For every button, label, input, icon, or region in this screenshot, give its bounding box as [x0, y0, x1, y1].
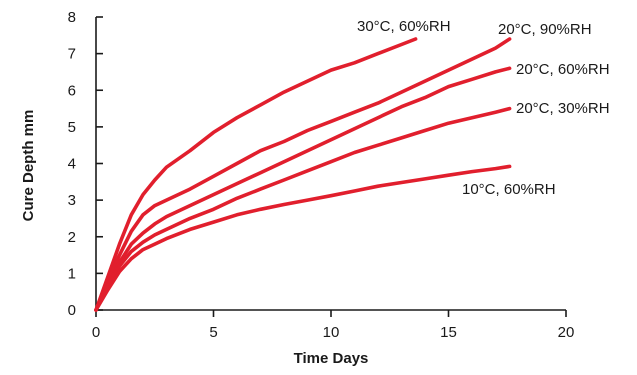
x-axis-ticks: 0 5 10 15 20 [92, 310, 575, 341]
x-tick-label: 10 [323, 324, 340, 341]
series-label: 30°C, 60%RH [357, 18, 451, 35]
x-tick-label: 0 [92, 324, 100, 341]
x-axis-title: Time Days [294, 350, 369, 367]
y-tick-label: 5 [68, 119, 76, 136]
y-tick-label: 7 [68, 46, 76, 63]
series-line [94, 37, 512, 312]
y-tick-label: 4 [68, 156, 76, 173]
y-tick-label: 1 [68, 265, 76, 282]
x-tick-label: 20 [558, 324, 575, 341]
series-line [94, 66, 512, 312]
y-axis-ticks: 0 1 2 3 4 5 6 7 8 [68, 9, 103, 319]
series-label: 20°C, 60%RH [516, 61, 610, 78]
series-line [94, 37, 418, 312]
y-tick-label: 8 [68, 9, 76, 26]
series-label: 20°C, 30%RH [516, 100, 610, 117]
y-tick-label: 3 [68, 192, 76, 209]
series-labels: 30°C, 60%RH 20°C, 90%RH 20°C, 60%RH 20°C, 3… [357, 18, 610, 198]
y-tick-label: 2 [68, 229, 76, 246]
y-tick-label: 0 [68, 302, 76, 319]
y-tick-label: 6 [68, 82, 76, 99]
series-line [94, 164, 512, 312]
x-tick-label: 15 [440, 324, 457, 341]
series-line [94, 106, 512, 312]
axes: 0 5 10 15 20 0 1 2 3 4 5 6 7 8 [68, 9, 575, 341]
series-lines [94, 37, 512, 312]
series-label: 20°C, 90%RH [498, 21, 592, 38]
x-tick-label: 5 [209, 324, 217, 341]
y-axis-title: Cure Depth mm [20, 110, 37, 222]
series-label: 10°C, 60%RH [462, 181, 556, 198]
